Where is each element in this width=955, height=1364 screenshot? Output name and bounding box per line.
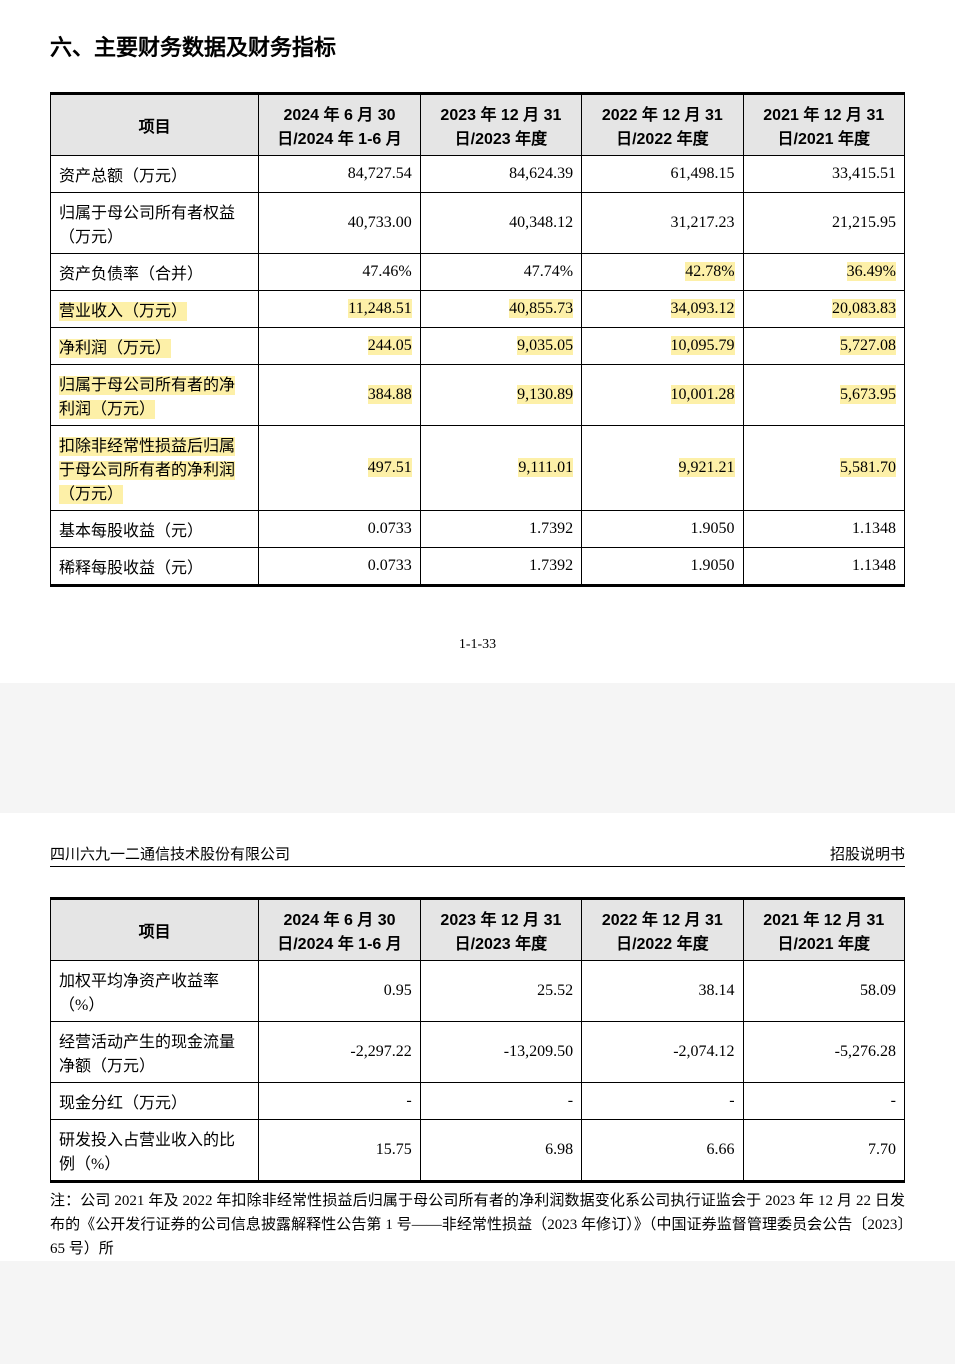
- footnote: 注：公司 2021 年及 2022 年扣除非经常性损益后归属于母公司所有者的净利…: [50, 1189, 905, 1261]
- row-label: 归属于母公司所有者权益（万元）: [51, 193, 259, 254]
- cell-value: 38.14: [582, 961, 743, 1022]
- col-header: 2021 年 12 月 31 日/2021 年度: [743, 899, 904, 961]
- cell-value: 42.78%: [582, 254, 743, 291]
- cell-value: -: [743, 1083, 904, 1120]
- table-row: 扣除非经常性损益后归属于母公司所有者的净利润（万元）497.519,111.01…: [51, 426, 905, 511]
- cell-value: 21,215.95: [743, 193, 904, 254]
- running-header: 四川六九一二通信技术股份有限公司 招股说明书: [50, 843, 905, 867]
- cell-value: 1.1348: [743, 548, 904, 586]
- row-label: 扣除非经常性损益后归属于母公司所有者的净利润（万元）: [51, 426, 259, 511]
- row-label: 稀释每股收益（元）: [51, 548, 259, 586]
- cell-value: 9,921.21: [582, 426, 743, 511]
- cell-value: -13,209.50: [420, 1022, 581, 1083]
- cell-value: 34,093.12: [582, 291, 743, 328]
- row-label: 加权平均净资产收益率（%）: [51, 961, 259, 1022]
- cell-value: 84,624.39: [420, 156, 581, 193]
- cell-value: -: [259, 1083, 420, 1120]
- cell-value: 1.7392: [420, 511, 581, 548]
- cell-value: 10,001.28: [582, 365, 743, 426]
- row-label: 营业收入（万元）: [51, 291, 259, 328]
- cell-value: -2,297.22: [259, 1022, 420, 1083]
- cell-value: 36.49%: [743, 254, 904, 291]
- cell-value: 20,083.83: [743, 291, 904, 328]
- table-row: 加权平均净资产收益率（%）0.9525.5238.1458.09: [51, 961, 905, 1022]
- col-header: 项目: [51, 899, 259, 961]
- table-row: 资产总额（万元）84,727.5484,624.3961,498.1533,41…: [51, 156, 905, 193]
- col-header: 2021 年 12 月 31 日/2021 年度: [743, 94, 904, 156]
- table-row: 归属于母公司所有者权益（万元）40,733.0040,348.1231,217.…: [51, 193, 905, 254]
- page-1: 六、主要财务数据及财务指标 项目 2024 年 6 月 30 日/2024 年 …: [0, 0, 955, 683]
- col-header: 2024 年 6 月 30 日/2024 年 1-6 月: [259, 899, 420, 961]
- cell-value: 31,217.23: [582, 193, 743, 254]
- cell-value: 33,415.51: [743, 156, 904, 193]
- cell-value: 47.74%: [420, 254, 581, 291]
- cell-value: 244.05: [259, 328, 420, 365]
- col-header: 2023 年 12 月 31 日/2023 年度: [420, 899, 581, 961]
- row-label: 资产总额（万元）: [51, 156, 259, 193]
- table-row: 稀释每股收益（元）0.07331.73921.90501.1348: [51, 548, 905, 586]
- cell-value: 5,673.95: [743, 365, 904, 426]
- financial-table-2: 项目 2024 年 6 月 30 日/2024 年 1-6 月 2023 年 1…: [50, 897, 905, 1183]
- cell-value: 9,130.89: [420, 365, 581, 426]
- table-row: 基本每股收益（元）0.07331.73921.90501.1348: [51, 511, 905, 548]
- cell-value: 1.1348: [743, 511, 904, 548]
- table-row: 现金分红（万元）----: [51, 1083, 905, 1120]
- cell-value: 1.9050: [582, 548, 743, 586]
- cell-value: -2,074.12: [582, 1022, 743, 1083]
- section-title: 六、主要财务数据及财务指标: [50, 30, 905, 62]
- cell-value: 5,727.08: [743, 328, 904, 365]
- cell-value: 1.7392: [420, 548, 581, 586]
- row-label: 基本每股收益（元）: [51, 511, 259, 548]
- cell-value: 61,498.15: [582, 156, 743, 193]
- col-header: 项目: [51, 94, 259, 156]
- row-label: 净利润（万元）: [51, 328, 259, 365]
- page-gap: [0, 683, 955, 813]
- row-label: 经营活动产生的现金流量净额（万元）: [51, 1022, 259, 1083]
- cell-value: 15.75: [259, 1120, 420, 1182]
- doc-type: 招股说明书: [830, 843, 905, 864]
- cell-value: 9,111.01: [420, 426, 581, 511]
- cell-value: 0.0733: [259, 511, 420, 548]
- page-number: 1-1-33: [50, 637, 905, 653]
- company-name: 四川六九一二通信技术股份有限公司: [50, 843, 290, 864]
- cell-value: 0.0733: [259, 548, 420, 586]
- cell-value: 0.95: [259, 961, 420, 1022]
- col-header: 2022 年 12 月 31 日/2022 年度: [582, 94, 743, 156]
- cell-value: 11,248.51: [259, 291, 420, 328]
- col-header: 2024 年 6 月 30 日/2024 年 1-6 月: [259, 94, 420, 156]
- col-header: 2022 年 12 月 31 日/2022 年度: [582, 899, 743, 961]
- page-2: 四川六九一二通信技术股份有限公司 招股说明书 项目 2024 年 6 月 30 …: [0, 813, 955, 1261]
- table-row: 归属于母公司所有者的净利润（万元）384.889,130.8910,001.28…: [51, 365, 905, 426]
- table-row: 营业收入（万元）11,248.5140,855.7334,093.1220,08…: [51, 291, 905, 328]
- cell-value: 6.98: [420, 1120, 581, 1182]
- cell-value: 5,581.70: [743, 426, 904, 511]
- table-row: 资产负债率（合并）47.46%47.74%42.78%36.49%: [51, 254, 905, 291]
- col-header: 2023 年 12 月 31 日/2023 年度: [420, 94, 581, 156]
- cell-value: 384.88: [259, 365, 420, 426]
- row-label: 归属于母公司所有者的净利润（万元）: [51, 365, 259, 426]
- financial-table-1: 项目 2024 年 6 月 30 日/2024 年 1-6 月 2023 年 1…: [50, 92, 905, 587]
- cell-value: 497.51: [259, 426, 420, 511]
- cell-value: 40,855.73: [420, 291, 581, 328]
- cell-value: 1.9050: [582, 511, 743, 548]
- table-row: 经营活动产生的现金流量净额（万元）-2,297.22-13,209.50-2,0…: [51, 1022, 905, 1083]
- cell-value: 10,095.79: [582, 328, 743, 365]
- table-row: 净利润（万元）244.059,035.0510,095.795,727.08: [51, 328, 905, 365]
- cell-value: 47.46%: [259, 254, 420, 291]
- cell-value: 40,348.12: [420, 193, 581, 254]
- cell-value: -5,276.28: [743, 1022, 904, 1083]
- cell-value: 9,035.05: [420, 328, 581, 365]
- row-label: 资产负债率（合并）: [51, 254, 259, 291]
- cell-value: 25.52: [420, 961, 581, 1022]
- cell-value: -: [420, 1083, 581, 1120]
- table-row: 研发投入占营业收入的比例（%）15.756.986.667.70: [51, 1120, 905, 1182]
- cell-value: 7.70: [743, 1120, 904, 1182]
- cell-value: 6.66: [582, 1120, 743, 1182]
- row-label: 研发投入占营业收入的比例（%）: [51, 1120, 259, 1182]
- cell-value: -: [582, 1083, 743, 1120]
- cell-value: 58.09: [743, 961, 904, 1022]
- cell-value: 40,733.00: [259, 193, 420, 254]
- cell-value: 84,727.54: [259, 156, 420, 193]
- row-label: 现金分红（万元）: [51, 1083, 259, 1120]
